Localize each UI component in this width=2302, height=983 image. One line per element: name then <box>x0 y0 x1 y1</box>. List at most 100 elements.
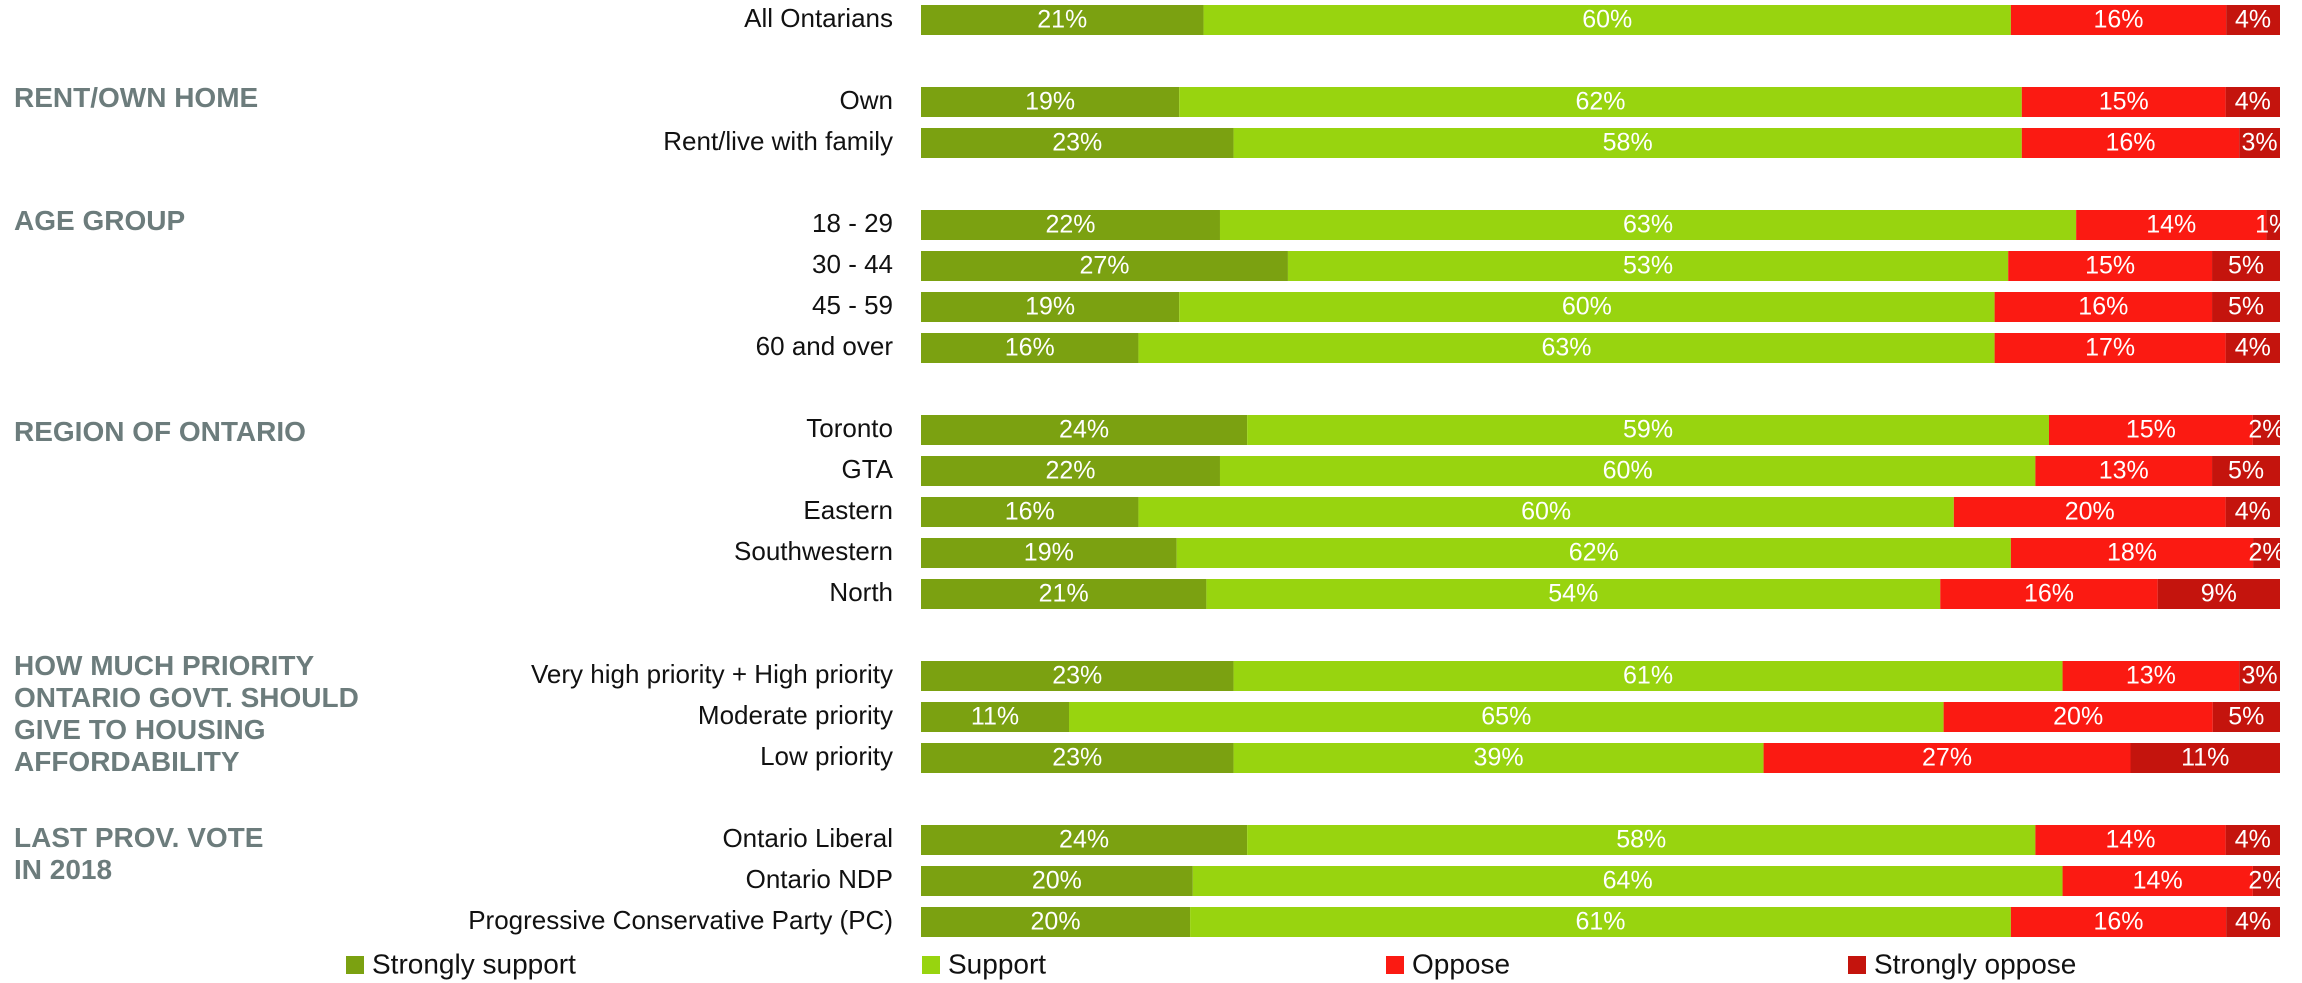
data-label: 20% <box>1031 908 1081 936</box>
bar-segment <box>1138 333 1995 363</box>
bar-segment <box>1940 579 2158 609</box>
data-label: 16% <box>2105 129 2155 157</box>
data-label: 22% <box>1045 211 1095 239</box>
data-label: 5% <box>2228 252 2264 280</box>
data-label: 15% <box>2126 416 2176 444</box>
bar-segment <box>2252 415 2280 445</box>
bar-segment <box>1287 251 2009 281</box>
row-label: Ontario Liberal <box>722 823 893 853</box>
bar-segment <box>1219 210 2077 240</box>
bar-segment <box>1192 866 2063 896</box>
data-label: 27% <box>1922 744 1972 772</box>
bar-segment <box>1138 497 1954 527</box>
bar-segment <box>2035 825 2226 855</box>
data-label: 24% <box>1059 416 1109 444</box>
row-label: 18 - 29 <box>812 208 893 238</box>
data-label: 60% <box>1582 6 1632 34</box>
data-label: 18% <box>2107 539 2157 567</box>
data-label: 60% <box>1521 498 1571 526</box>
data-label: 11% <box>971 703 1019 731</box>
bar-segment <box>1219 456 2036 486</box>
row-label: North <box>829 577 893 607</box>
bar-segment <box>1176 538 2011 568</box>
data-label: 58% <box>1603 129 1653 157</box>
data-label: 14% <box>2105 826 2155 854</box>
legend-swatch <box>922 956 940 974</box>
group-label: LAST PROV. VOTE IN 2018 <box>14 822 263 885</box>
data-label: 5% <box>2228 293 2264 321</box>
bar-segment <box>2225 825 2280 855</box>
data-label: 4% <box>2235 334 2271 362</box>
legend-swatch <box>346 956 364 974</box>
data-label: 21% <box>1037 6 1087 34</box>
data-label: 23% <box>1052 744 1102 772</box>
bar-segment <box>2239 128 2280 158</box>
bar-segment <box>1190 907 2011 937</box>
bar-segment <box>2239 661 2280 691</box>
bar-segment <box>2076 210 2267 240</box>
bar-segment <box>2010 907 2227 937</box>
group-label: REGION OF ONTARIO <box>14 416 306 447</box>
row-label: Southwestern <box>734 536 893 566</box>
bar-segment <box>921 743 1234 773</box>
data-label: 13% <box>2126 662 2176 690</box>
bar-segment <box>921 333 1139 363</box>
data-label: 53% <box>1623 252 1673 280</box>
data-label: 9% <box>2201 580 2237 608</box>
bar-segment <box>2252 866 2280 896</box>
row-label: Toronto <box>806 413 893 443</box>
data-label: 4% <box>2235 908 2271 936</box>
data-label: 64% <box>1603 867 1653 895</box>
row-label: Ontario NDP <box>746 864 893 894</box>
bar-segment <box>1763 743 2131 773</box>
bar-segment <box>2212 251 2280 281</box>
bar-segment <box>2225 87 2280 117</box>
bar-segment <box>2225 333 2280 363</box>
bar-segment <box>1206 579 1941 609</box>
bar-segment <box>921 210 1220 240</box>
bar-segment <box>1247 415 2049 445</box>
data-label: 63% <box>1542 334 1592 362</box>
data-label: 15% <box>2099 88 2149 116</box>
row-label: Moderate priority <box>698 700 893 730</box>
data-label: 5% <box>2228 457 2264 485</box>
bar-segment <box>921 292 1180 322</box>
bar-segment <box>1179 292 1995 322</box>
data-label: 20% <box>2053 703 2103 731</box>
bar-segment <box>921 87 1180 117</box>
bar-segment <box>921 415 1248 445</box>
bar-segment <box>921 866 1193 896</box>
bar-segment <box>921 456 1220 486</box>
row-label: Very high priority + High priority <box>531 659 893 689</box>
row-label: 30 - 44 <box>812 249 893 279</box>
bar-segment <box>1247 825 2036 855</box>
bar-segment <box>1953 497 2226 527</box>
row-label: Eastern <box>803 495 893 525</box>
bar-segment <box>921 128 1234 158</box>
data-label: 16% <box>2078 293 2128 321</box>
bar-segment <box>921 702 1070 732</box>
bar-segment <box>2010 5 2227 35</box>
data-label: 22% <box>1045 457 1095 485</box>
bar-segment <box>921 661 1234 691</box>
bar-segment <box>1233 743 1764 773</box>
data-label: 14% <box>2133 867 2183 895</box>
data-label: 16% <box>2024 580 2074 608</box>
data-label: 62% <box>1575 88 1625 116</box>
row-label: Own <box>840 85 893 115</box>
bar-segment <box>2008 251 2213 281</box>
data-label: 19% <box>1025 293 1075 321</box>
row-label: GTA <box>841 454 893 484</box>
bar-segment <box>2062 866 2253 896</box>
row-label: Progressive Conservative Party (PC) <box>468 905 893 935</box>
data-label: 19% <box>1025 88 1075 116</box>
bar-segment <box>1069 702 1944 732</box>
bar-segment <box>921 251 1288 281</box>
data-label: 63% <box>1623 211 1673 239</box>
bar-segment <box>2010 538 2254 568</box>
bar-segment <box>921 825 1248 855</box>
data-label: 16% <box>1005 334 1055 362</box>
bar-segment <box>2157 579 2280 609</box>
bar-segment <box>2212 292 2280 322</box>
